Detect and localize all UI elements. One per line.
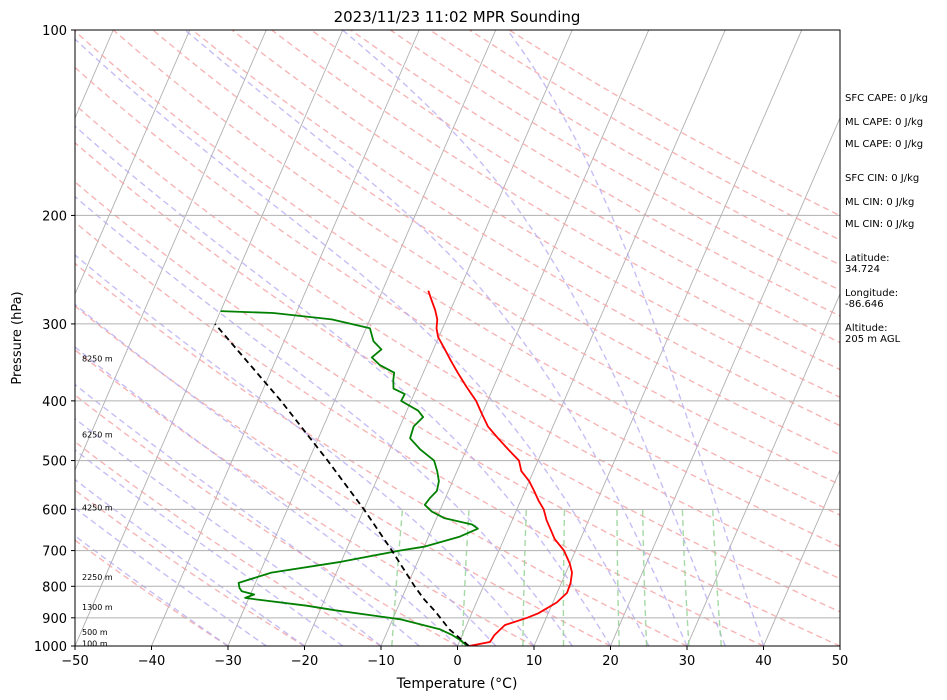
moist-adiabat-line xyxy=(75,125,612,646)
height-label: 2250 m xyxy=(82,573,113,582)
isotherm-line xyxy=(75,30,344,646)
moist-adiabat-line xyxy=(75,534,229,646)
dry-adiabat-line xyxy=(191,30,840,427)
y-tick-label: 200 xyxy=(42,209,67,224)
isotherm-line xyxy=(75,30,267,472)
y-tick-label: 800 xyxy=(42,580,67,595)
mixing-ratio-line xyxy=(616,509,620,646)
dry-adiabat-line xyxy=(75,305,611,646)
isotherm-line xyxy=(457,30,726,646)
dry-adiabat-line xyxy=(75,181,840,646)
ml-cape-text: ML CAPE: 0 J/kg xyxy=(845,117,924,128)
sfc-cin-text: SFC CIN: 0 J/kg xyxy=(845,173,920,184)
x-tick-label: 50 xyxy=(832,654,849,669)
height-label: 100 m xyxy=(82,640,108,649)
temperature-line xyxy=(427,290,573,646)
mixing-ratio-line xyxy=(391,509,404,646)
moist-adiabat-line xyxy=(75,383,420,646)
dry-adiabat-line xyxy=(112,30,840,486)
sfc-cape-text: SFC CAPE: 0 J/kg xyxy=(845,93,928,104)
y-axis-label: Pressure (hPa) xyxy=(10,291,25,384)
y-tick-label: 300 xyxy=(42,318,67,333)
dry-adiabat-line xyxy=(75,349,535,646)
dry-adiabat-line xyxy=(75,440,382,646)
x-tick-label: −50 xyxy=(61,654,88,669)
altitude-text: Altitude: 205 m AGL xyxy=(845,323,901,345)
isotherm-line xyxy=(686,292,840,646)
y-tick-label: 500 xyxy=(42,455,67,470)
moist-adiabat-line xyxy=(75,507,267,646)
x-tick-label: 20 xyxy=(602,654,619,669)
dry-adiabat-line xyxy=(310,30,840,344)
moist-adiabat-line xyxy=(75,346,458,646)
moist-adiabat-line xyxy=(184,30,688,646)
x-axis-label: Temperature (°C) xyxy=(396,676,518,692)
isotherm-line xyxy=(763,468,840,646)
y-tick-label: 400 xyxy=(42,395,67,410)
mixing-ratio-line xyxy=(642,509,648,646)
height-label: 500 m xyxy=(82,628,108,637)
isotherm-line xyxy=(151,30,420,646)
height-label: 4250 m xyxy=(82,503,113,512)
moist-adiabat-line xyxy=(75,478,305,646)
plot-frame xyxy=(74,29,841,647)
moist-adiabat-line xyxy=(75,195,573,646)
moist-adiabat-line xyxy=(342,30,726,646)
x-tick-label: 30 xyxy=(679,654,696,669)
dry-adiabat-line xyxy=(75,394,458,646)
dry-adiabat-line xyxy=(75,539,229,646)
y-tick-label: 100 xyxy=(42,24,67,39)
x-tick-label: −20 xyxy=(291,654,318,669)
y-tick-label: 600 xyxy=(42,503,67,518)
ml-cape-text-2: ML CAPE: 0 J/kg xyxy=(845,139,924,150)
x-tick-label: −40 xyxy=(138,654,165,669)
dry-adiabat-line xyxy=(75,489,305,646)
height-label: 6250 m xyxy=(82,430,113,439)
moist-adiabat-line xyxy=(75,303,497,646)
isotherm-line xyxy=(533,30,803,646)
y-tick-label: 700 xyxy=(42,545,67,560)
dewpoint-line xyxy=(220,310,479,646)
ml-cin-text-2: ML CIN: 0 J/kg xyxy=(845,219,915,230)
parcel-path-line xyxy=(214,323,470,646)
x-tick-label: −30 xyxy=(214,654,241,669)
isotherm-line xyxy=(610,116,840,646)
height-label: 8250 m xyxy=(82,355,113,364)
mixing-ratio-line xyxy=(681,509,690,646)
moist-adiabat-line xyxy=(506,30,765,646)
height-label: 1300 m xyxy=(82,603,113,612)
dry-adiabat-line xyxy=(75,103,840,580)
y-tick-label: 1000 xyxy=(34,640,67,655)
x-tick-label: 0 xyxy=(453,654,461,669)
moist-adiabat-line xyxy=(75,38,650,646)
ml-cin-text: ML CIN: 0 J/kg xyxy=(845,197,915,208)
x-tick-label: 40 xyxy=(755,654,772,669)
x-tick-label: −10 xyxy=(367,654,394,669)
isotherm-line xyxy=(227,30,497,646)
isotherm-line xyxy=(380,30,650,646)
x-tick-label: 10 xyxy=(526,654,543,669)
dry-adiabat-line xyxy=(152,30,840,456)
moist-adiabat-line xyxy=(75,254,535,646)
dry-adiabat-line xyxy=(75,141,840,613)
isotherm-line xyxy=(75,30,191,296)
chart-title: 2023/11/23 11:02 MPR Sounding xyxy=(334,8,581,26)
latitude-text: Latitude: 34.724 xyxy=(845,253,890,275)
y-tick-label: 900 xyxy=(42,612,67,627)
dry-adiabat-line xyxy=(75,66,840,548)
moist-adiabat-line xyxy=(75,417,382,646)
longitude-text: Longitude: -86.646 xyxy=(845,288,899,310)
dry-adiabat-line xyxy=(75,262,688,646)
mixing-ratio-line xyxy=(522,509,527,646)
dry-adiabat-line xyxy=(75,30,840,516)
